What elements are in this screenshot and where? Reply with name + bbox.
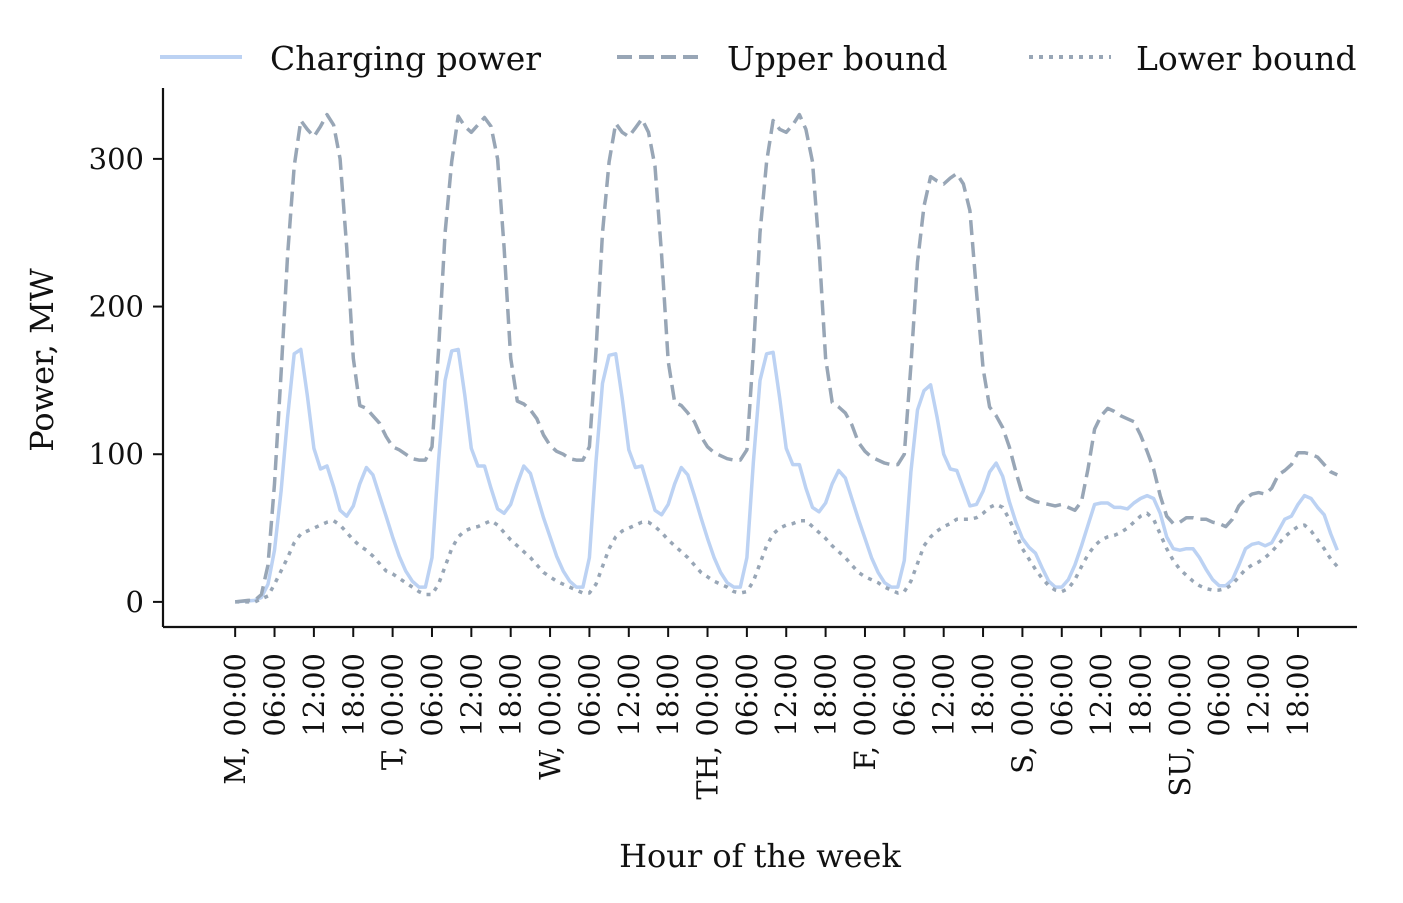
y-ticks: 0 100 200 300 (89, 142, 163, 619)
x-tick-label: 12:00 (1084, 653, 1118, 737)
x-tick-label: 12:00 (1242, 653, 1276, 737)
x-tick-label: 12:00 (454, 653, 488, 737)
x-tick-label: W, 00:00 (533, 653, 567, 780)
x-tick-label: 06:00 (1202, 653, 1236, 737)
y-axis-label: Power, MW (23, 268, 61, 452)
y-tick-label: 100 (89, 437, 144, 471)
legend: Charging power Upper bound Lower bound (160, 39, 1356, 78)
x-tick-label: 18:00 (809, 653, 843, 737)
x-tick-label: 06:00 (887, 653, 921, 737)
series-line-upper-bound (235, 112, 1339, 604)
x-axis-label: Hour of the week (619, 837, 901, 875)
x-ticks: M, 00:00 06:00 12:00 18:00 T, 00:00 06:00 12:0… (218, 627, 1315, 800)
legend-item-upper-bound: Upper bound (617, 39, 947, 78)
x-tick-label: 06:00 (730, 653, 764, 737)
x-tick-label: 06:00 (415, 653, 449, 737)
legend-item-charging-power: Charging power (160, 39, 541, 78)
x-tick-label: 18:00 (494, 653, 528, 737)
x-tick-label: M, 00:00 (218, 653, 252, 785)
x-tick-label: 12:00 (927, 653, 961, 737)
x-tick-label: SU, 00:00 (1163, 653, 1197, 797)
x-tick-label: F, 00:00 (848, 653, 882, 771)
x-tick-label: T, 00:00 (376, 653, 410, 770)
y-tick-label: 0 (126, 585, 144, 619)
x-tick-label: 12:00 (769, 653, 803, 737)
x-tick-label: 06:00 (1045, 653, 1079, 737)
x-tick-label: 18:00 (966, 653, 1000, 737)
y-tick-label: 200 (89, 290, 144, 324)
plot-area (235, 112, 1339, 604)
x-tick-label: 06:00 (572, 653, 606, 737)
x-tick-label: S, 00:00 (1005, 653, 1039, 774)
x-tick-label: 18:00 (651, 653, 685, 737)
x-tick-label: TH, 00:00 (691, 653, 725, 800)
legend-label-lower-bound: Lower bound (1136, 39, 1356, 78)
legend-label-charging-power: Charging power (270, 39, 541, 78)
x-tick-label: 18:00 (1124, 653, 1158, 737)
y-tick-label: 300 (89, 142, 144, 176)
legend-label-upper-bound: Upper bound (727, 39, 947, 78)
x-tick-label: 06:00 (258, 653, 292, 737)
legend-item-lower-bound: Lower bound (1029, 39, 1356, 78)
x-tick-label: 12:00 (612, 653, 646, 737)
x-tick-label: 18:00 (336, 653, 370, 737)
x-tick-label: 12:00 (297, 653, 331, 737)
x-tick-label: 18:00 (1281, 653, 1315, 737)
series-line-charging-power (235, 347, 1339, 604)
axes (161, 88, 1357, 629)
series-line-lower-bound (235, 502, 1339, 604)
